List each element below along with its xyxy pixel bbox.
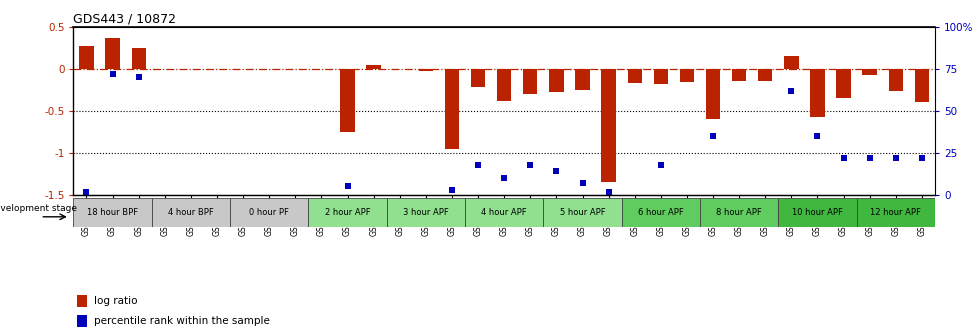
Bar: [79, 46, 94, 69]
Bar: [73, 198, 152, 227]
Text: 5 hour APF: 5 hour APF: [559, 208, 604, 217]
Text: 3 hour APF: 3 hour APF: [403, 208, 448, 217]
Bar: [783, 56, 798, 69]
Bar: [230, 198, 308, 227]
Point: [496, 175, 511, 181]
Point: [548, 169, 563, 174]
Text: 12 hour APF: 12 hour APF: [869, 208, 920, 217]
Text: 0 hour PF: 0 hour PF: [249, 208, 289, 217]
Bar: [888, 69, 902, 91]
Point: [105, 71, 120, 77]
Bar: [106, 38, 119, 69]
Point: [652, 162, 668, 167]
Text: 4 hour BPF: 4 hour BPF: [168, 208, 213, 217]
Bar: [77, 315, 87, 327]
Text: development stage: development stage: [0, 204, 77, 213]
Bar: [621, 198, 699, 227]
Bar: [835, 69, 850, 98]
Text: 6 hour APF: 6 hour APF: [638, 208, 683, 217]
Text: 4 hour APF: 4 hour APF: [481, 208, 526, 217]
Bar: [549, 69, 563, 92]
Bar: [77, 295, 87, 307]
Point: [78, 189, 94, 194]
Point: [339, 184, 355, 189]
Text: 8 hour APF: 8 hour APF: [716, 208, 761, 217]
Point: [522, 162, 538, 167]
Text: 2 hour APF: 2 hour APF: [325, 208, 370, 217]
Point: [809, 133, 824, 139]
Bar: [705, 69, 720, 119]
Point: [782, 88, 798, 93]
Bar: [419, 69, 432, 71]
Point: [913, 155, 929, 161]
Point: [131, 75, 147, 80]
Text: 18 hour BPF: 18 hour BPF: [87, 208, 138, 217]
Point: [600, 189, 616, 194]
Bar: [575, 69, 589, 90]
Bar: [627, 69, 642, 83]
Bar: [757, 69, 772, 82]
Text: percentile rank within the sample: percentile rank within the sample: [94, 316, 270, 326]
Bar: [366, 65, 380, 69]
Bar: [699, 198, 778, 227]
Bar: [600, 69, 615, 182]
Bar: [497, 69, 511, 101]
Bar: [862, 69, 876, 75]
Point: [887, 155, 903, 161]
Text: GDS443 / 10872: GDS443 / 10872: [73, 13, 176, 26]
Bar: [465, 198, 543, 227]
Bar: [340, 69, 354, 132]
Bar: [679, 69, 693, 82]
Bar: [152, 198, 230, 227]
Bar: [522, 69, 537, 94]
Bar: [386, 198, 465, 227]
Point: [444, 187, 460, 193]
Bar: [856, 198, 934, 227]
Point: [704, 133, 720, 139]
Text: 10 hour APF: 10 hour APF: [791, 208, 842, 217]
Point: [861, 155, 876, 161]
Bar: [913, 69, 928, 102]
Bar: [444, 69, 459, 149]
Point: [574, 180, 590, 186]
Bar: [653, 69, 667, 84]
Point: [469, 162, 485, 167]
Text: log ratio: log ratio: [94, 296, 138, 306]
Bar: [131, 48, 146, 69]
Point: [835, 155, 851, 161]
Bar: [732, 69, 745, 81]
Bar: [470, 69, 485, 87]
Bar: [543, 198, 621, 227]
Bar: [308, 198, 386, 227]
Bar: [810, 69, 823, 117]
Bar: [778, 198, 856, 227]
